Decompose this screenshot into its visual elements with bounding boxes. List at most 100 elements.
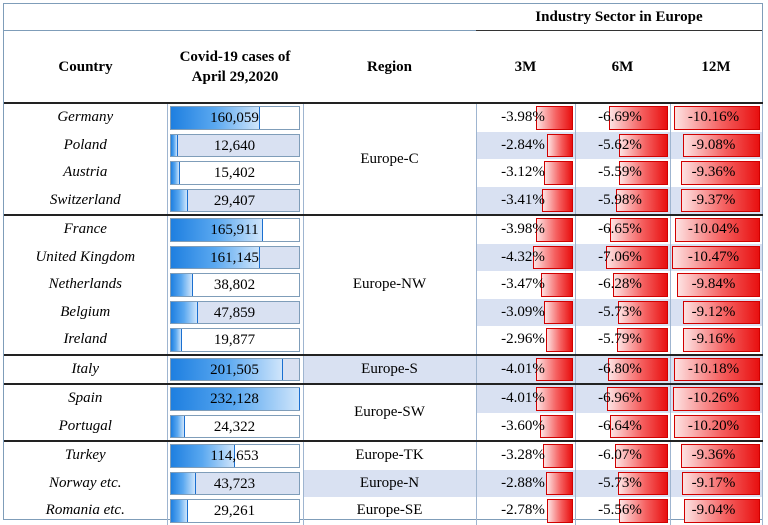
m3-cell: -3.98% [476,102,576,132]
m12-bar-fill [673,387,760,411]
region-cell: Europe-SE [303,497,477,525]
cases-bar-fill [170,415,185,437]
m6-bar-box: -6.28% [577,273,668,297]
cases-header-line1: Covid-19 cases of [179,48,291,65]
cases-cell: 12,640 [167,131,304,159]
m3-bar-fill [542,444,573,468]
table-row: Netherlands 38,802 -3.47% -6.28% -9.84% [4,271,763,299]
m6-bar-fill [619,499,668,523]
m6-value: -6.69% [598,109,642,125]
cases-value: 43,723 [213,475,256,492]
cases-bar-fill [170,107,260,129]
cases-header-line2: April 29,2020 [191,68,279,85]
m12-bar-fill [682,471,760,495]
m12-value: -9.08% [691,136,736,153]
m3-cell: -2.88% [476,469,576,497]
m3-bar-box: -4.32% [478,245,573,269]
cases-value: 24,322 [213,418,256,435]
m3-cell: -2.84% [476,131,576,159]
country-cell: Spain [4,383,168,413]
m12-bar-box: -9.36% [672,444,760,468]
m12-bar-fill [673,414,760,438]
m6-bar-fill [618,161,668,185]
table-row: Ireland 19,877 -2.96% -5.79% -9.16% [4,326,763,355]
m3-value: -3.28% [501,447,545,463]
cases-value: 38,802 [213,277,256,293]
cases-value: 47,859 [213,304,256,321]
cases-bar-box: 19,877 [169,328,300,352]
table-row: France 165,911 Europe-NW -3.98% -6.65% -10.04… [4,214,763,355]
m12-value: -9.16% [691,331,736,347]
m3-bar-fill [546,471,573,495]
cases-cell: 29,261 [167,497,304,525]
m3-cell: -3.09% [476,298,576,326]
country-cell: Belgium [4,298,168,326]
country-cell: Netherlands [4,271,168,299]
cases-bar-box: 160,059 [169,106,300,130]
m3-value: -3.47% [501,276,545,292]
country-cell: Germany [4,102,168,132]
m6-bar-fill [612,273,668,297]
cases-header: Covid-19 cases of April 29,2020 [167,30,303,103]
m6-bar-box: -6.64% [577,414,668,438]
cases-bar-box: 165,911 [169,218,300,242]
cases-cell: 160,059 [167,102,304,132]
table-row: Romania etc. 29,261 Europe-SE -2.78% -5.56% -… [4,497,763,525]
m3-value: -3.09% [501,303,545,320]
table-row: Norway etc. 43,723 Europe-N -2.88% -5.73% -9.… [4,469,763,497]
m6-bar-box: -6.65% [577,218,668,242]
cases-bar-fill [170,301,198,323]
cases-bar-box: 29,407 [169,188,300,212]
covid-sector-table: Industry Sector in Europe Country Covid-… [4,4,763,525]
6m-header: 6M [575,30,670,103]
m3-bar-box: -3.47% [478,273,573,297]
m3-bar-fill [545,328,573,352]
cases-cell: 15,402 [167,159,304,187]
m6-bar-box: -6.80% [577,357,668,381]
cases-cell: 232,128 [167,383,304,413]
country-cell: Turkey [4,440,168,470]
m12-bar-fill [674,106,760,130]
m3-bar-fill [536,387,573,411]
m3-bar-fill [536,106,573,130]
m3-bar-box: -2.84% [478,133,573,157]
table-row: Italy 201,505 Europe-S -4.01% -6.80% -10.18% [4,353,763,384]
m12-value: -9.37% [691,191,736,208]
region-label: Europe-TK [355,447,424,464]
m12-bar-box: -9.37% [672,188,760,212]
m6-cell: -7.06% [575,243,671,271]
country-cell: Romania etc. [4,497,168,525]
m3-cell: -3.41% [476,186,576,215]
m6-cell: -6.64% [575,412,671,441]
cases-bar-box: 114,653 [169,444,300,468]
country-cell: Poland [4,131,168,159]
country-cell: Italy [4,353,168,384]
m6-value: -5.73% [598,303,642,320]
m6-value: -5.56% [598,502,642,518]
cases-bar-box: 12,640 [169,133,300,157]
m12-bar-fill [671,245,760,269]
cases-value: 12,640 [213,137,256,154]
m3-bar-box: -4.01% [478,357,573,381]
m6-cell: -5.79% [575,326,671,355]
m12-value: -9.17% [691,474,736,491]
cases-value: 160,059 [210,110,259,126]
m12-value: -10.18% [687,360,740,377]
cases-cell: 19,877 [167,326,304,355]
m12-bar-fill [680,161,760,185]
m12-bar-fill [680,188,760,212]
m3-bar-fill [541,273,573,297]
m12-cell: -9.36% [670,159,763,187]
m6-bar-box: -6.96% [577,387,668,411]
cases-bar-box: 161,145 [169,245,300,269]
m6-cell: -5.59% [575,159,671,187]
m6-bar-fill [617,471,668,495]
m12-bar-box: -9.04% [672,499,760,523]
country-header: Country [4,30,167,103]
m6-bar-fill [614,444,668,468]
m3-bar-box: -3.09% [478,300,573,324]
m3-bar-box: -3.60% [478,414,573,438]
m12-cell: -9.12% [670,298,763,326]
m3-bar-box: -4.01% [478,387,573,411]
cases-bar-fill [170,134,179,156]
